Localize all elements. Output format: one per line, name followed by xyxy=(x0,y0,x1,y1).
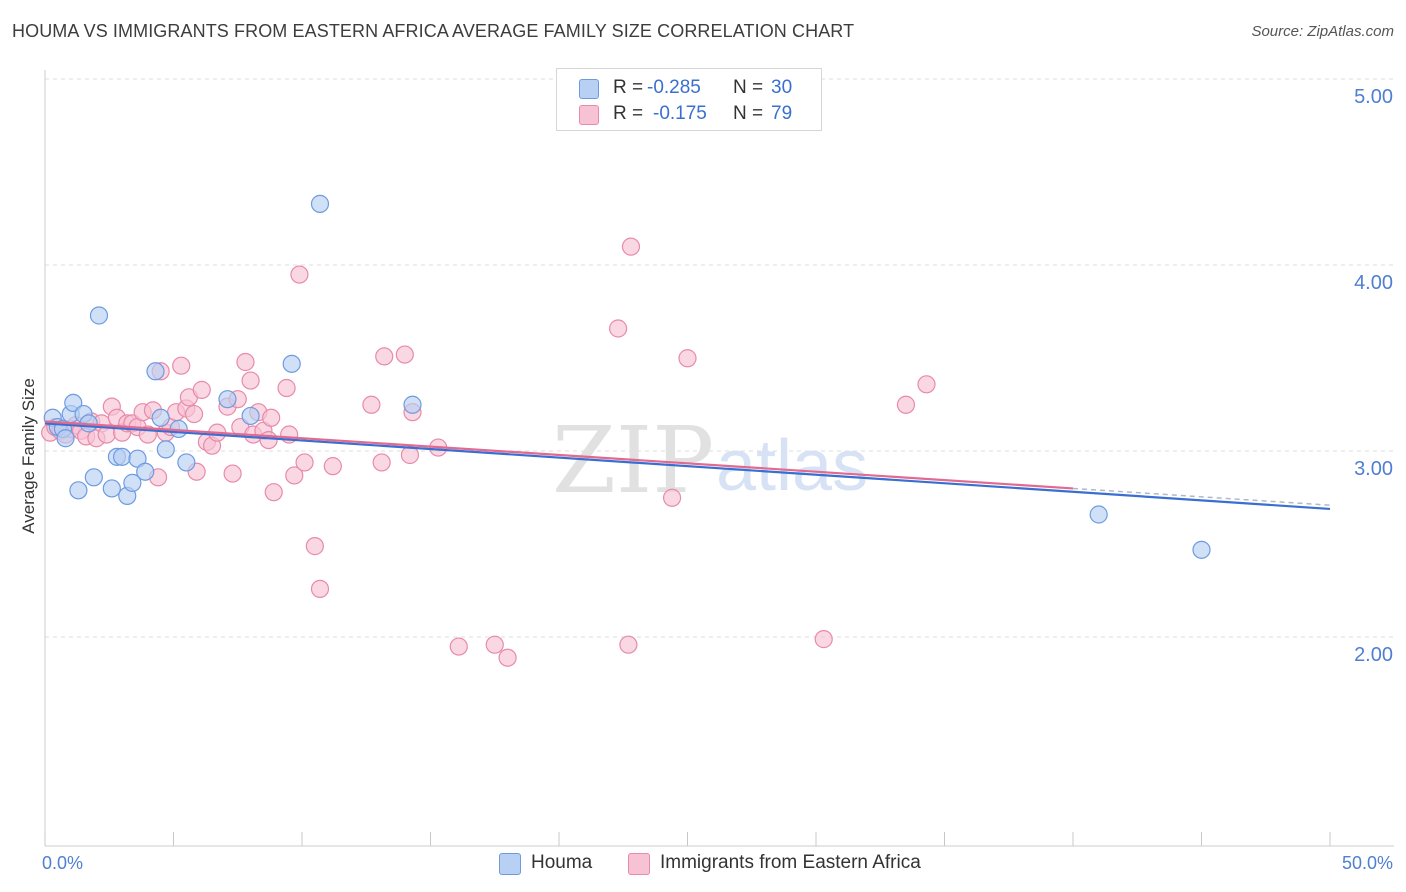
trend-layer xyxy=(44,420,1331,511)
eastern-africa-point-57 xyxy=(375,347,394,366)
axis-layer xyxy=(44,70,1394,847)
houma-point-13 xyxy=(112,447,132,466)
houma-point-15 xyxy=(123,473,142,492)
eastern-africa-point-68 xyxy=(662,488,682,507)
eastern-africa-point-63 xyxy=(485,635,504,654)
eastern-africa-point-71 xyxy=(896,395,916,414)
eastern-africa-point-50 xyxy=(290,265,309,284)
eastern-africa-point-26 xyxy=(172,356,191,375)
chart-title: HOUMA VS IMMIGRANTS FROM EASTERN AFRICA … xyxy=(12,21,855,41)
bottom-legend-label-eastern-africa: Immigrants from Eastern Africa xyxy=(660,852,921,873)
eastern-africa-point-36 xyxy=(223,464,242,483)
eastern-africa-point-49 xyxy=(285,466,304,485)
eastern-africa-point-31 xyxy=(192,380,211,399)
trend-line-eastern-africa xyxy=(44,420,1074,490)
houma-point-22 xyxy=(177,453,196,472)
trend-line-houma xyxy=(44,422,1331,511)
houma-point-11 xyxy=(102,479,121,498)
eastern-africa-point-45 xyxy=(262,408,281,427)
eastern-africa-point-29 xyxy=(184,404,204,424)
houma-point-19 xyxy=(151,408,170,427)
houma-point-28 xyxy=(1089,505,1108,524)
source-credit: Source: ZipAtlas.com xyxy=(1251,23,1394,40)
legend-r-value: -0.175 xyxy=(653,103,707,124)
correlation-legend: R = -0.285 N = 30 R = -0.175 N = 79 xyxy=(556,68,822,131)
houma-point-17 xyxy=(136,462,155,481)
eastern-africa-point-62 xyxy=(449,637,468,656)
bottom-legend-swatch-eastern-africa xyxy=(628,853,650,875)
houma-point-18 xyxy=(146,362,165,381)
y-tick-label-0: 2.00 xyxy=(1354,644,1393,666)
houma-point-9 xyxy=(84,468,103,487)
houma-point-26 xyxy=(310,194,330,213)
bottom-legend-houma: Houma xyxy=(499,852,619,876)
eastern-africa-point-52 xyxy=(305,537,324,556)
houma-point-5 xyxy=(64,393,83,412)
eastern-africa-point-66 xyxy=(619,635,638,654)
eastern-africa-point-46 xyxy=(264,483,283,502)
eastern-africa-point-44 xyxy=(259,431,278,450)
houma-point-6 xyxy=(69,481,88,500)
houma-point-10 xyxy=(89,306,109,325)
y-tick-label-2: 4.00 xyxy=(1354,272,1393,294)
eastern-africa-point-56 xyxy=(372,453,391,472)
houma-point-29 xyxy=(1192,540,1211,559)
tick-label-layer: 2.00 3.00 4.00 5.00 0.0% 50.0% xyxy=(42,86,1393,873)
houma-point-20 xyxy=(156,440,175,459)
bottom-legend-label-houma: Houma xyxy=(531,852,593,873)
legend-n-label: N = xyxy=(733,103,764,124)
eastern-africa-point-53 xyxy=(310,579,330,599)
eastern-africa-point-70 xyxy=(814,630,833,649)
y-tick-label-3: 5.00 xyxy=(1354,86,1393,108)
legend-n-value: 30 xyxy=(771,77,793,98)
legend-swatch-eastern-africa xyxy=(579,105,599,125)
houma-point-24 xyxy=(241,406,260,426)
legend-r-value: -0.285 xyxy=(647,77,701,98)
eastern-africa-point-72 xyxy=(917,375,936,394)
houma-point-27 xyxy=(403,395,422,414)
houma-point-23 xyxy=(218,390,237,409)
eastern-africa-point-65 xyxy=(609,319,628,338)
eastern-africa-point-55 xyxy=(362,395,381,414)
legend-n-value: 79 xyxy=(771,103,793,124)
y-tick-label-1: 3.00 xyxy=(1354,458,1393,480)
eastern-africa-point-58 xyxy=(395,345,414,364)
trend-line-eastern-africa-extension xyxy=(1072,487,1331,506)
eastern-africa-point-47 xyxy=(277,378,296,398)
legend-n-label: N = xyxy=(733,77,764,98)
eastern-africa-point-67 xyxy=(621,237,641,256)
houma-point-3 xyxy=(56,429,75,448)
houma-point-25 xyxy=(282,354,301,373)
eastern-africa-point-69 xyxy=(678,349,697,368)
y-axis-label: Average Family Size xyxy=(19,378,38,534)
x-tick-label-max: 50.0% xyxy=(1342,853,1393,873)
eastern-africa-point-64 xyxy=(498,648,517,667)
eastern-africa-point-39 xyxy=(236,352,255,372)
x-tick-label-min: 0.0% xyxy=(42,853,83,873)
eastern-africa-point-40 xyxy=(241,371,260,390)
eastern-africa-point-51 xyxy=(295,453,314,472)
legend-swatch-houma xyxy=(579,79,599,99)
bottom-legend-eastern-africa: Immigrants from Eastern Africa xyxy=(628,852,958,876)
legend-r-label: R = xyxy=(613,77,644,98)
eastern-africa-point-59 xyxy=(400,445,420,465)
eastern-africa-point-54 xyxy=(323,457,342,476)
legend-r-label: R = xyxy=(613,103,644,124)
bottom-legend-swatch-houma xyxy=(499,853,521,875)
